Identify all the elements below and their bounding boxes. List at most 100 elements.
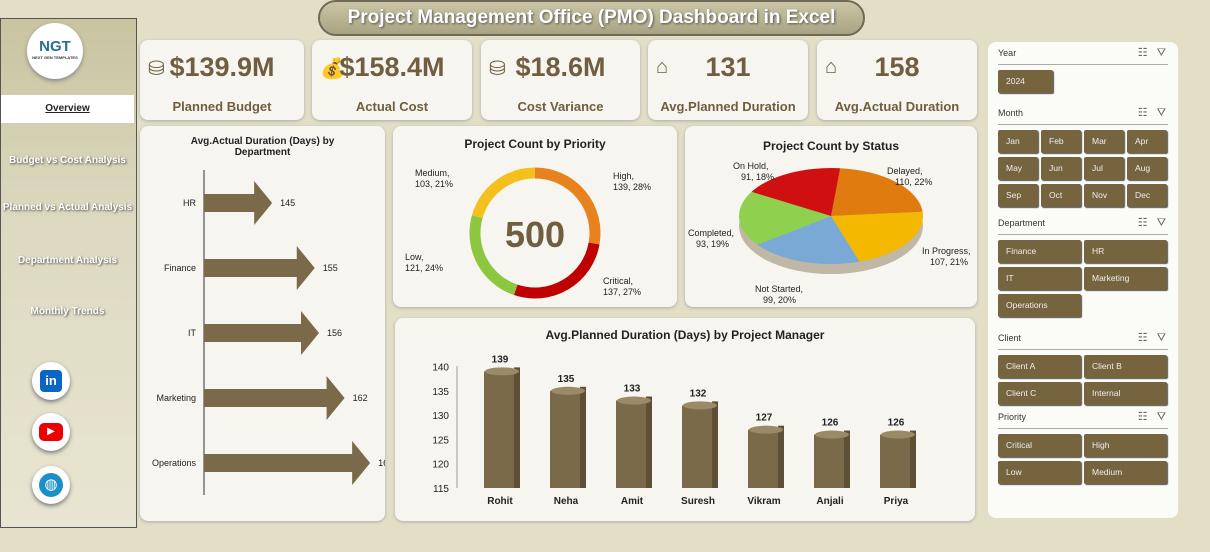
slicer-item[interactable]: Mar [1084, 130, 1124, 153]
website-button[interactable]: ◍ [32, 466, 70, 504]
clear-filter-icon[interactable]: ⛛ [1156, 107, 1166, 119]
nav-planned-vs-actual[interactable]: Planned vs Actual Analysis [2, 202, 133, 213]
bar-arrow [204, 246, 315, 290]
chart-title: Avg.Planned Duration (Days) by Project M… [545, 328, 825, 342]
slicer-title: Year [998, 48, 1017, 58]
slicer-header-priority: Priority ☷ ⛛ [998, 411, 1168, 429]
nav-budget-vs-cost[interactable]: Budget vs Cost Analysis [9, 155, 126, 166]
slicer-item[interactable]: Jul [1084, 157, 1124, 180]
slicer-item[interactable]: Client C [998, 382, 1081, 405]
category-label: HR [183, 198, 196, 208]
sidebar: NGT NEXT GEN TEMPLATES Overview Budget vs… [0, 18, 137, 528]
pie-slice [751, 168, 841, 216]
data-label: 139 [492, 354, 509, 365]
donut-segment [469, 215, 518, 296]
slicer-header-month: Month ☷ ⛛ [998, 107, 1168, 125]
clear-filter-icon[interactable]: ⛛ [1156, 217, 1166, 229]
bar-top [551, 386, 585, 395]
slicer-item[interactable]: Jun [1041, 157, 1081, 180]
nav-monthly-trends[interactable]: Monthly Trends [30, 306, 105, 317]
multi-select-icon[interactable]: ☷ [1137, 411, 1148, 423]
slicer-item[interactable]: IT [998, 267, 1081, 290]
slicer-item[interactable]: Critical [998, 434, 1081, 457]
slicer-item[interactable]: Low [998, 461, 1081, 484]
slicer-item[interactable]: Apr [1127, 130, 1167, 153]
bar [880, 434, 910, 488]
slicer-item[interactable]: May [998, 157, 1038, 180]
priority-chart: Project Count by Priority 500 High, 139, 2… [393, 126, 677, 307]
clear-filter-icon[interactable]: ⛛ [1156, 332, 1166, 344]
bar-top [485, 367, 519, 376]
bar-arrow [204, 181, 273, 225]
multi-select-icon[interactable]: ☷ [1137, 217, 1148, 229]
slicer-item[interactable]: Client A [998, 355, 1081, 378]
data-label: Medium, 103, 21% [415, 168, 453, 189]
nav-department-analysis[interactable]: Department Analysis [17, 255, 118, 266]
kpi-value: $158.4M [339, 52, 445, 82]
dept-duration-chart: Avg.Actual Duration (Days) by Department… [140, 126, 385, 521]
globe-icon: ◍ [39, 473, 63, 497]
bar [814, 434, 844, 488]
kpi-label: Cost Variance [517, 99, 604, 114]
slicer-item[interactable]: Medium [1084, 461, 1167, 484]
kpi-label: Planned Budget [172, 99, 272, 114]
bar-side [646, 396, 652, 488]
category-label: Operations [152, 458, 197, 468]
bar-side [778, 425, 784, 488]
linkedin-button[interactable]: in [32, 362, 70, 400]
multi-select-icon[interactable]: ☷ [1137, 107, 1148, 119]
slicer-item[interactable]: HR [1084, 240, 1167, 263]
data-label: On Hold, 91, 18% [733, 161, 774, 182]
data-label: 135 [558, 374, 575, 385]
bar-side [712, 401, 718, 488]
slicer-item[interactable]: Sep [998, 184, 1038, 207]
slicer-item[interactable]: Aug [1127, 157, 1167, 180]
bar-side [580, 386, 586, 488]
slicer-item[interactable]: High [1084, 434, 1167, 457]
data-label: High, 139, 28% [613, 171, 651, 192]
hourglass-icon: ⌂ [825, 56, 838, 78]
youtube-button[interactable]: ▶ [32, 413, 70, 451]
y-tick-label: 125 [432, 435, 449, 446]
bar-side [514, 367, 520, 488]
multi-select-icon[interactable]: ☷ [1137, 332, 1148, 344]
donut-segment [513, 242, 600, 299]
slicer-item[interactable]: Jan [998, 130, 1038, 153]
x-tick-label: Anjali [816, 496, 843, 507]
status-chart: Project Count by Status Delayed, 110, 22%… [685, 126, 977, 307]
slicer-header-client: Client ☷ ⛛ [998, 332, 1168, 350]
multi-select-icon[interactable]: ☷ [1137, 47, 1148, 59]
slicer-item[interactable]: Oct [1041, 184, 1081, 207]
data-label: In Progress, 107, 21% [922, 246, 971, 267]
clear-filter-icon[interactable]: ⛛ [1156, 47, 1166, 59]
data-label: Critical, 137, 27% [603, 276, 641, 297]
pie-slice [757, 216, 860, 264]
slicer-item[interactable]: Marketing [1084, 267, 1167, 290]
y-tick-label: 120 [432, 460, 449, 471]
chart-title: Project Count by Status [762, 139, 899, 153]
slicer-item[interactable]: Nov [1084, 184, 1124, 207]
category-label: Finance [164, 263, 196, 273]
slicer-item[interactable]: Feb [1041, 130, 1081, 153]
slicer-item[interactable]: Operations [998, 294, 1081, 317]
slicer-item[interactable]: Finance [998, 240, 1081, 263]
nav-overview[interactable]: Overview [1, 95, 134, 123]
y-tick-label: 140 [432, 363, 449, 374]
kpi-card: ⛁ $18.6M Cost Variance [481, 40, 640, 120]
bar-top [749, 425, 783, 434]
bar-arrow [204, 311, 320, 355]
x-tick-label: Amit [621, 496, 644, 507]
slicer-item[interactable]: 2024 [998, 70, 1053, 93]
kpi-value: $139.9M [169, 52, 275, 82]
slicer-item[interactable]: Client B [1084, 355, 1167, 378]
dashboard-title: Project Management Office (PMO) Dashboar… [318, 0, 865, 36]
linkedin-icon: in [40, 370, 62, 392]
slicer-item[interactable]: Dec [1127, 184, 1167, 207]
kpi-value: 131 [705, 52, 751, 82]
bar-arrow [204, 376, 345, 420]
pie-slice [831, 168, 923, 216]
pie-slice [831, 211, 923, 262]
clear-filter-icon[interactable]: ⛛ [1156, 411, 1166, 423]
logo-subtext: NEXT GEN TEMPLATES [32, 55, 78, 60]
slicer-item[interactable]: Internal [1084, 382, 1167, 405]
